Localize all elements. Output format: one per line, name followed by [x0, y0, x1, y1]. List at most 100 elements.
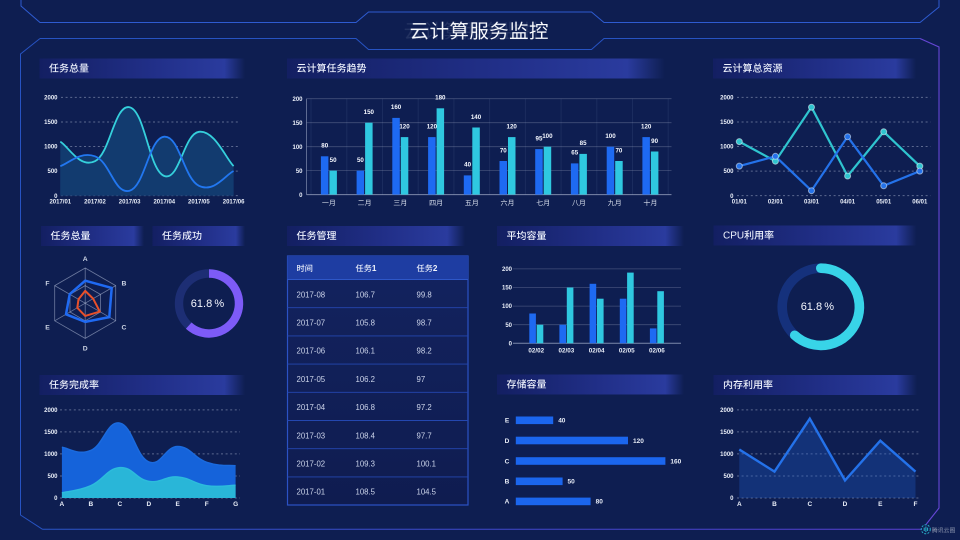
svg-text:1000: 1000 [44, 145, 58, 151]
svg-text:160: 160 [670, 458, 681, 465]
svg-text:100: 100 [292, 145, 303, 151]
svg-text:2017-03: 2017-03 [297, 431, 326, 440]
svg-text:2000: 2000 [720, 96, 734, 102]
svg-text:2017-06: 2017-06 [297, 347, 326, 356]
svg-text:500: 500 [723, 169, 734, 175]
svg-text:2017/06: 2017/06 [223, 200, 245, 206]
svg-text:109.3: 109.3 [356, 460, 376, 469]
svg-text:50: 50 [330, 157, 337, 164]
svg-text:0: 0 [299, 193, 303, 199]
svg-text:CPU: CPU [723, 231, 744, 242]
svg-text:1500: 1500 [44, 120, 58, 126]
svg-text:2000: 2000 [44, 96, 58, 102]
svg-text:01/01: 01/01 [732, 200, 748, 206]
svg-text:95: 95 [536, 135, 543, 142]
svg-text:106.2: 106.2 [356, 375, 376, 384]
svg-text:B: B [772, 501, 777, 508]
svg-text:G: G [233, 501, 238, 508]
svg-text:E: E [45, 325, 50, 332]
svg-text:70: 70 [500, 147, 507, 154]
svg-text:C: C [505, 458, 510, 465]
svg-text:150: 150 [502, 286, 513, 292]
svg-text:0: 0 [730, 496, 734, 502]
svg-text:B: B [505, 479, 510, 486]
svg-text:80: 80 [321, 143, 328, 150]
svg-text:65: 65 [571, 150, 578, 157]
svg-text:2017/03: 2017/03 [119, 200, 141, 206]
svg-text:140: 140 [471, 114, 482, 121]
svg-text:99.8: 99.8 [417, 290, 432, 299]
svg-text:80: 80 [596, 499, 604, 506]
svg-text:C: C [117, 501, 122, 508]
svg-text:85: 85 [580, 140, 587, 147]
svg-text:50: 50 [357, 157, 364, 164]
svg-text:A: A [83, 256, 88, 263]
svg-text:108.5: 108.5 [356, 488, 376, 497]
svg-text:2017-02: 2017-02 [297, 460, 326, 469]
svg-text:120: 120 [507, 123, 518, 130]
svg-text:D: D [505, 438, 510, 445]
svg-text:2017/02: 2017/02 [84, 200, 106, 206]
svg-text:2017-08: 2017-08 [297, 290, 326, 299]
svg-text:40: 40 [558, 418, 566, 425]
svg-text:2017-01: 2017-01 [297, 488, 326, 497]
svg-text:2017-04: 2017-04 [297, 403, 326, 412]
svg-text:70: 70 [615, 147, 622, 154]
svg-text:97.7: 97.7 [417, 431, 432, 440]
svg-text:108.4: 108.4 [356, 431, 376, 440]
svg-text:A: A [505, 499, 510, 506]
svg-text:A: A [737, 501, 742, 508]
svg-text:2017-07: 2017-07 [297, 319, 326, 328]
svg-text:0: 0 [730, 194, 734, 200]
svg-text:B: B [122, 281, 127, 288]
svg-text:2017/05: 2017/05 [188, 200, 210, 206]
svg-text:1500: 1500 [720, 120, 734, 126]
svg-text:04/01: 04/01 [840, 200, 856, 206]
svg-text:61.8 %: 61.8 % [801, 301, 835, 313]
svg-text:150: 150 [292, 121, 303, 127]
svg-text:100: 100 [502, 304, 513, 310]
svg-text:97.2: 97.2 [417, 403, 432, 412]
svg-text:120: 120 [399, 123, 410, 130]
svg-text:1000: 1000 [44, 452, 58, 458]
svg-text:105.8: 105.8 [356, 319, 376, 328]
svg-text:100.1: 100.1 [417, 460, 437, 469]
svg-text:D: D [843, 501, 848, 508]
svg-text:02/05: 02/05 [619, 348, 635, 355]
svg-text:50: 50 [568, 479, 576, 486]
svg-text:106.7: 106.7 [356, 290, 376, 299]
svg-text:200: 200 [502, 267, 513, 273]
svg-text:06/01: 06/01 [912, 200, 928, 206]
svg-text:1000: 1000 [720, 145, 734, 151]
svg-text:2000: 2000 [720, 408, 734, 414]
svg-text:A: A [60, 501, 65, 508]
svg-text:2017-05: 2017-05 [297, 375, 326, 384]
svg-text:0: 0 [54, 496, 58, 502]
svg-text:500: 500 [47, 474, 58, 480]
svg-text:180: 180 [435, 95, 446, 102]
svg-text:98.2: 98.2 [417, 347, 432, 356]
svg-text:D: D [146, 501, 151, 508]
svg-text:100: 100 [542, 133, 553, 140]
svg-text:50: 50 [296, 169, 303, 175]
svg-text:50: 50 [505, 323, 512, 329]
svg-text:C: C [122, 325, 127, 332]
svg-text:120: 120 [427, 123, 438, 130]
svg-text:100: 100 [605, 133, 616, 140]
svg-text:B: B [88, 501, 93, 508]
svg-text:E: E [878, 501, 883, 508]
svg-text:2: 2 [433, 264, 438, 273]
svg-text:97: 97 [417, 375, 426, 384]
svg-text:D: D [83, 346, 88, 353]
svg-text:120: 120 [641, 123, 652, 130]
svg-text:F: F [205, 501, 209, 508]
svg-text:1500: 1500 [44, 430, 58, 436]
svg-text:02/06: 02/06 [649, 348, 665, 355]
svg-text:E: E [176, 501, 181, 508]
svg-text:98.7: 98.7 [417, 319, 432, 328]
svg-text:106.1: 106.1 [356, 347, 376, 356]
svg-text:02/02: 02/02 [528, 348, 544, 355]
svg-text:C: C [807, 501, 812, 508]
svg-text:02/04: 02/04 [589, 348, 605, 355]
svg-text:2000: 2000 [44, 408, 58, 414]
